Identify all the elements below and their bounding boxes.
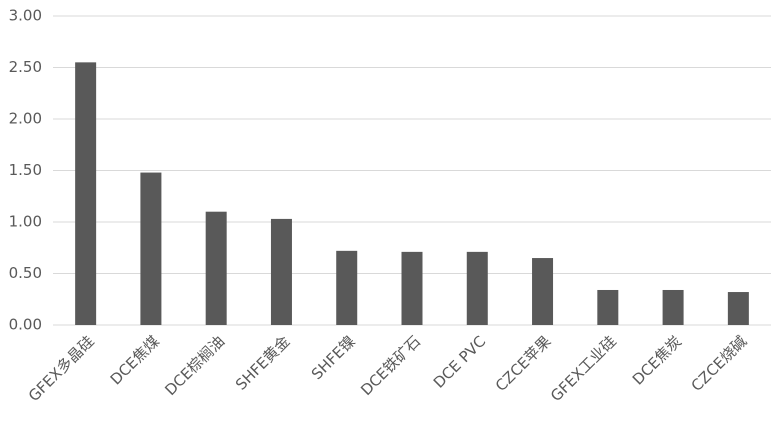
x-tick-label: GFEX多晶硅 [25,332,98,405]
bar [727,292,749,325]
x-tick-label: GFEX工业硅 [547,332,620,405]
x-tick-label: SHFE镍 [308,332,359,383]
x-tick-label: CZCE苹果 [492,332,555,395]
x-tick-label: CZCE烧碱 [688,332,751,395]
bar [140,172,162,325]
bar [597,289,619,325]
y-tick-label: 2.00 [9,110,42,128]
y-tick-label: 1.50 [9,161,42,179]
x-tick-label: DCE棕榈油 [161,332,228,399]
bar [336,250,358,325]
x-tick-label: DCE铁矿石 [357,332,424,399]
bar [466,251,488,325]
x-tick-label: SHFE黄金 [232,332,293,393]
bar [205,211,227,325]
y-tick-label: 0.00 [9,316,42,334]
y-tick-label: 3.00 [9,7,42,25]
bar [270,218,292,325]
y-tick-label: 2.50 [9,58,42,76]
bar [75,62,97,325]
y-tick-label: 0.50 [9,264,42,282]
bar [662,289,684,325]
x-tick-label: DCE焦炭 [629,332,685,388]
x-tick-label: DCE PVC [430,332,489,391]
y-tick-label: 1.00 [9,213,42,231]
bar [532,258,554,325]
x-tick-label: DCE焦煤 [107,332,163,388]
bar [401,251,423,325]
